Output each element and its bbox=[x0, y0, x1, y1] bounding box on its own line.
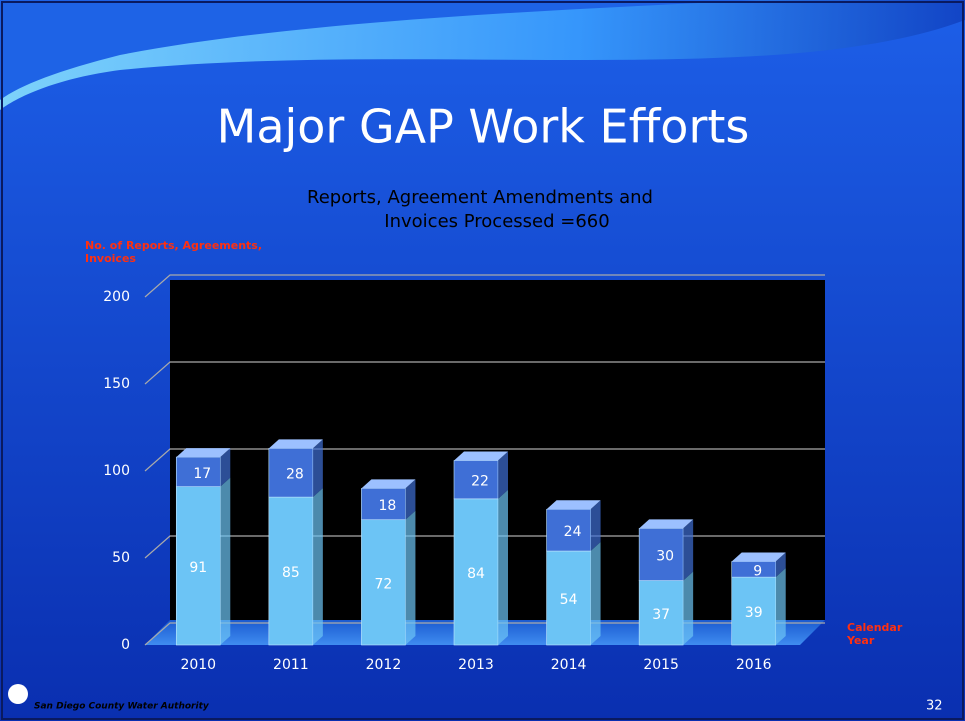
chart-title: Invoices Processed =660 bbox=[384, 211, 609, 232]
bar-side bbox=[498, 451, 508, 499]
bar bbox=[453, 498, 499, 646]
data-label: 22 bbox=[471, 474, 489, 490]
bar-side bbox=[683, 571, 694, 645]
grid-line bbox=[144, 448, 825, 472]
x-tick-label: 2014 bbox=[551, 657, 587, 673]
bar bbox=[175, 486, 221, 646]
bar-top bbox=[361, 479, 416, 489]
grid-line bbox=[144, 361, 825, 385]
bar-side bbox=[405, 479, 416, 520]
chart-title: Reports, Agreement Amendments and bbox=[307, 187, 653, 208]
bar-side bbox=[312, 488, 323, 645]
data-label: 85 bbox=[282, 565, 300, 581]
bar-side bbox=[590, 500, 601, 552]
data-label: 24 bbox=[564, 524, 582, 540]
x-tick-label: 2013 bbox=[458, 657, 494, 673]
data-label: 18 bbox=[379, 498, 397, 514]
y-axis-label: Invoices bbox=[85, 252, 136, 265]
y-tick-label: 150 bbox=[103, 376, 130, 392]
swoosh-inner bbox=[0, 0, 760, 100]
data-label: 54 bbox=[560, 592, 578, 608]
bar-top bbox=[176, 448, 231, 458]
bar-side bbox=[590, 542, 601, 645]
data-label: 84 bbox=[467, 566, 485, 582]
data-label: 72 bbox=[375, 576, 393, 592]
x-tick-label: 2012 bbox=[366, 657, 402, 673]
x-axis-label: Calendar bbox=[847, 621, 903, 634]
bar bbox=[175, 456, 221, 487]
bar-side bbox=[405, 510, 416, 645]
x-tick-label: 2011 bbox=[273, 657, 309, 673]
grid-line bbox=[144, 535, 825, 559]
bar bbox=[268, 448, 314, 498]
bar-side bbox=[775, 552, 786, 578]
bar bbox=[361, 519, 406, 646]
grid-line bbox=[144, 622, 825, 646]
bar-top bbox=[454, 451, 508, 461]
plot: 0 50 100 150 200 2010 91 17 2011 85 28 2012 72 18 2013… bbox=[103, 274, 825, 673]
bar-side bbox=[683, 519, 694, 581]
bar-top bbox=[546, 500, 601, 510]
data-label: 30 bbox=[656, 549, 674, 565]
y-axis-label: No. of Reports, Agreements, bbox=[85, 239, 262, 252]
bar-side bbox=[220, 477, 231, 645]
data-label: 17 bbox=[193, 466, 211, 482]
bar-top bbox=[268, 439, 323, 449]
bar bbox=[453, 460, 499, 500]
x-axis-label: Year bbox=[846, 634, 875, 647]
data-label: 28 bbox=[286, 467, 304, 483]
bar-top bbox=[731, 552, 786, 562]
data-label: 37 bbox=[652, 607, 670, 623]
y-tick-label: 0 bbox=[121, 637, 130, 653]
x-tick-label: 2010 bbox=[180, 657, 216, 673]
grid-line bbox=[144, 274, 825, 298]
bar-side bbox=[498, 489, 508, 645]
bar-side bbox=[220, 448, 231, 487]
bar bbox=[638, 528, 684, 581]
bar-side bbox=[312, 439, 323, 498]
y-tick-label: 100 bbox=[103, 463, 130, 479]
logo bbox=[8, 684, 28, 704]
bar bbox=[546, 550, 591, 646]
bar-top bbox=[639, 519, 694, 529]
slide-title: Major GAP Work Efforts bbox=[217, 100, 750, 154]
y-tick-label: 50 bbox=[112, 550, 130, 566]
data-label: 9 bbox=[753, 563, 762, 579]
footer: San Diego County Water Authority bbox=[34, 702, 210, 712]
bar-side bbox=[775, 568, 786, 645]
y-tick-label: 200 bbox=[103, 289, 130, 305]
data-label: 91 bbox=[189, 560, 207, 576]
x-tick-label: 2015 bbox=[643, 657, 679, 673]
data-label: 39 bbox=[745, 605, 763, 621]
bar bbox=[361, 488, 406, 521]
x-tick-label: 2016 bbox=[736, 657, 772, 673]
page-number: 32 bbox=[926, 699, 943, 714]
